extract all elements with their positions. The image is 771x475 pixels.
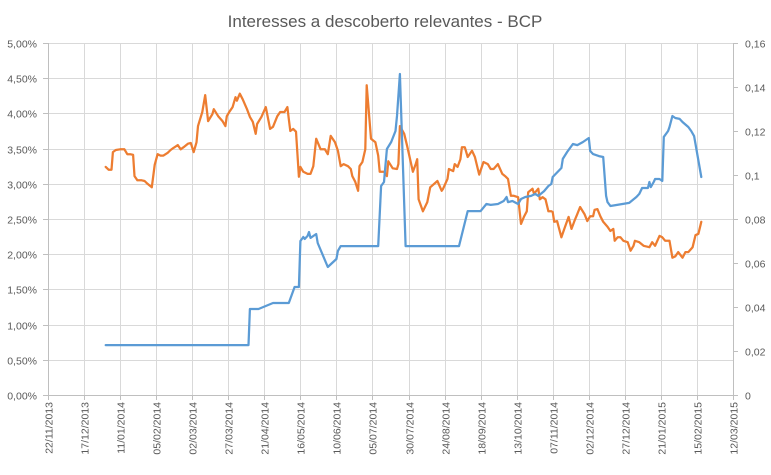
right-axis-tick-label: 0,16 <box>745 39 766 51</box>
x-axis-date-label: 21/01/2015 <box>657 402 669 455</box>
right-axis-tick-label: 0,06 <box>745 259 766 271</box>
blue-series-line <box>104 72 703 347</box>
x-axis-date-label: 13/10/2014 <box>513 402 525 455</box>
x-axis-date-label: 27/03/2014 <box>224 402 236 455</box>
x-axis-date-label: 05/02/2014 <box>152 402 164 455</box>
left-axis-tick-label: 4,00% <box>7 109 37 121</box>
left-axis-tick-label: 3,00% <box>7 180 37 192</box>
right-axis-tick-label: 0,1 <box>745 171 760 183</box>
left-axis-tick-label: 4,50% <box>7 74 37 86</box>
right-axis-tick-label: 0,02 <box>745 347 766 359</box>
left-axis-tick-label: 3,50% <box>7 145 37 157</box>
x-axis-date-label: 10/06/2014 <box>332 402 344 455</box>
x-axis-date-label: 17/12/2013 <box>80 402 92 455</box>
left-axis-tick-label: 2,00% <box>7 250 37 262</box>
x-axis-date-label: 02/12/2014 <box>585 402 597 455</box>
x-axis-date-label: 15/02/2015 <box>693 402 705 455</box>
gridlines <box>48 43 733 395</box>
x-axis-date-label: 27/12/2014 <box>621 402 633 455</box>
right-axis-tick-label: 0,08 <box>745 215 766 227</box>
x-axis-date-label: 16/05/2014 <box>296 402 308 455</box>
x-axis-labels: 22/11/2013 17/12/2013 11/01/2014 05/02/2014… <box>44 402 741 455</box>
left-axis-tick-label: 0,00% <box>7 391 37 403</box>
x-axis-date-label: 24/08/2014 <box>441 402 453 455</box>
x-axis-date-label: 02/03/2014 <box>188 402 200 455</box>
x-axis-date-label: 05/07/2014 <box>368 402 380 455</box>
x-axis-date-label: 21/04/2014 <box>260 402 272 455</box>
left-axis-tick-label: 2,50% <box>7 215 37 227</box>
right-axis-tick-label: 0,12 <box>745 127 766 139</box>
orange-series-line <box>104 84 703 259</box>
left-axis-labels: 0,00% 0,50% 1,00% 1,50% 2,00% 2,50% 3,00% 3,50%… <box>7 39 37 403</box>
chart-title: Interesses a descoberto relevantes - BCP <box>228 12 543 31</box>
x-axis-date-label: 22/11/2013 <box>44 402 56 454</box>
left-axis-tick-label: 1,00% <box>7 321 37 333</box>
right-axis-tick-label: 0,14 <box>745 83 766 95</box>
axes <box>43 43 738 400</box>
right-axis-tick-label: 0,04 <box>745 303 766 315</box>
left-axis-tick-label: 5,00% <box>7 39 37 51</box>
plot-series <box>104 72 703 347</box>
left-axis-tick-label: 0,50% <box>7 356 37 368</box>
right-axis-tick-label: 0 <box>745 391 751 403</box>
x-axis-date-label: 07/11/2014 <box>549 402 561 454</box>
x-axis-date-label: 11/01/2014 <box>116 402 128 454</box>
x-axis-date-label: 30/07/2014 <box>405 402 417 455</box>
x-axis-date-label: 12/03/2015 <box>729 402 741 455</box>
right-axis-labels: 0 0,02 0,04 0,06 0,08 0,1 0,12 0,14 0,16 <box>745 39 766 403</box>
left-axis-tick-label: 1,50% <box>7 285 37 297</box>
x-axis-date-label: 18/09/2014 <box>477 402 489 455</box>
